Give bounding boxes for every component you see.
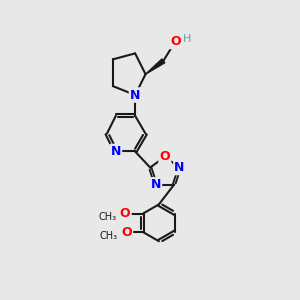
Text: O: O [170, 35, 181, 48]
Text: O: O [120, 207, 130, 220]
Text: O: O [121, 226, 132, 238]
Text: N: N [111, 145, 121, 158]
Text: O: O [160, 150, 170, 163]
Text: N: N [130, 88, 140, 101]
Text: N: N [151, 178, 161, 191]
Text: CH₃: CH₃ [100, 231, 118, 241]
Text: H: H [183, 34, 191, 44]
Text: CH₃: CH₃ [98, 212, 116, 222]
Text: N: N [174, 161, 185, 174]
Polygon shape [146, 59, 165, 74]
